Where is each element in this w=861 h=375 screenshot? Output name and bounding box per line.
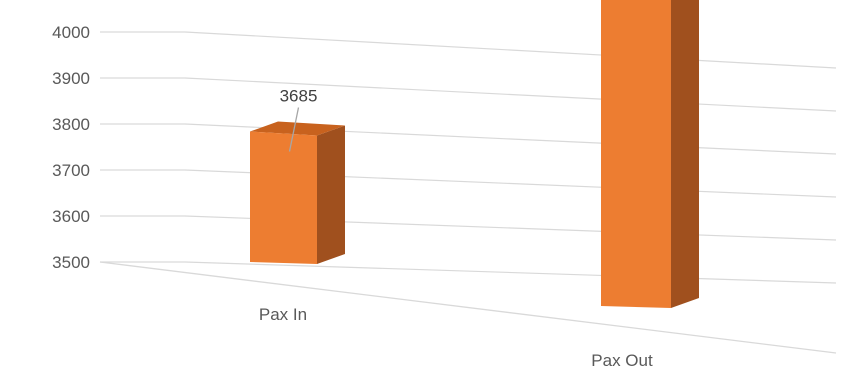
category-label: Pax Out xyxy=(591,351,653,370)
gridlines xyxy=(99,31,837,354)
y-tick-label: 3800 xyxy=(52,115,90,134)
bars xyxy=(250,0,699,308)
floor-front-edge xyxy=(99,261,837,354)
gridline xyxy=(184,77,837,112)
bar-side-face xyxy=(317,125,345,264)
y-tick-label: 4000 xyxy=(52,23,90,42)
data-labels: 36853983 xyxy=(280,87,318,152)
category-label: Pax In xyxy=(259,305,307,324)
bar xyxy=(601,0,699,308)
data-label: 3685 xyxy=(280,87,318,106)
bar-top-face xyxy=(250,121,345,136)
y-tick-label: 3700 xyxy=(52,161,90,180)
category-labels: Pax In Pax Out xyxy=(259,305,653,370)
gridline xyxy=(184,261,837,284)
bar xyxy=(250,121,345,264)
bar-front-face xyxy=(250,131,317,264)
y-tick-label: 3900 xyxy=(52,69,90,88)
data-label-leader xyxy=(288,107,300,152)
bar-front-face xyxy=(601,0,671,308)
gridline xyxy=(184,31,837,69)
y-tick-label: 3500 xyxy=(52,253,90,272)
y-axis-ticks: 3500 3600 3700 3800 3900 4000 xyxy=(52,23,90,272)
y-tick-label: 3600 xyxy=(52,207,90,226)
bar-side-face xyxy=(671,0,699,308)
